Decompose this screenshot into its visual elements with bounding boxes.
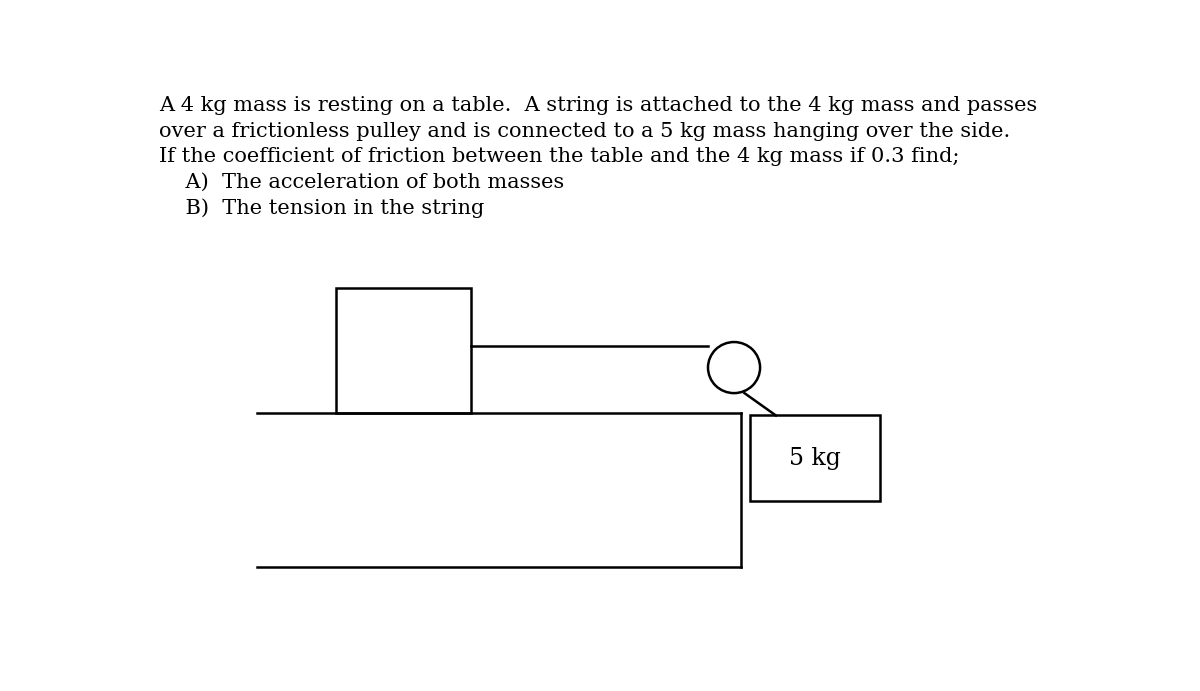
Text: A)  The acceleration of both masses: A) The acceleration of both masses xyxy=(160,173,564,192)
Bar xyxy=(336,287,470,413)
Text: B)  The tension in the string: B) The tension in the string xyxy=(160,198,485,218)
Ellipse shape xyxy=(708,342,760,393)
Text: 5 kg: 5 kg xyxy=(790,446,841,469)
Text: over a frictionless pulley and is connected to a 5 kg mass hanging over the side: over a frictionless pulley and is connec… xyxy=(160,122,1010,141)
Text: A 4 kg mass is resting on a table.  A string is attached to the 4 kg mass and pa: A 4 kg mass is resting on a table. A str… xyxy=(160,96,1038,115)
Text: If the coefficient of friction between the table and the 4 kg mass if 0.3 find;: If the coefficient of friction between t… xyxy=(160,147,960,167)
Bar xyxy=(750,415,880,500)
